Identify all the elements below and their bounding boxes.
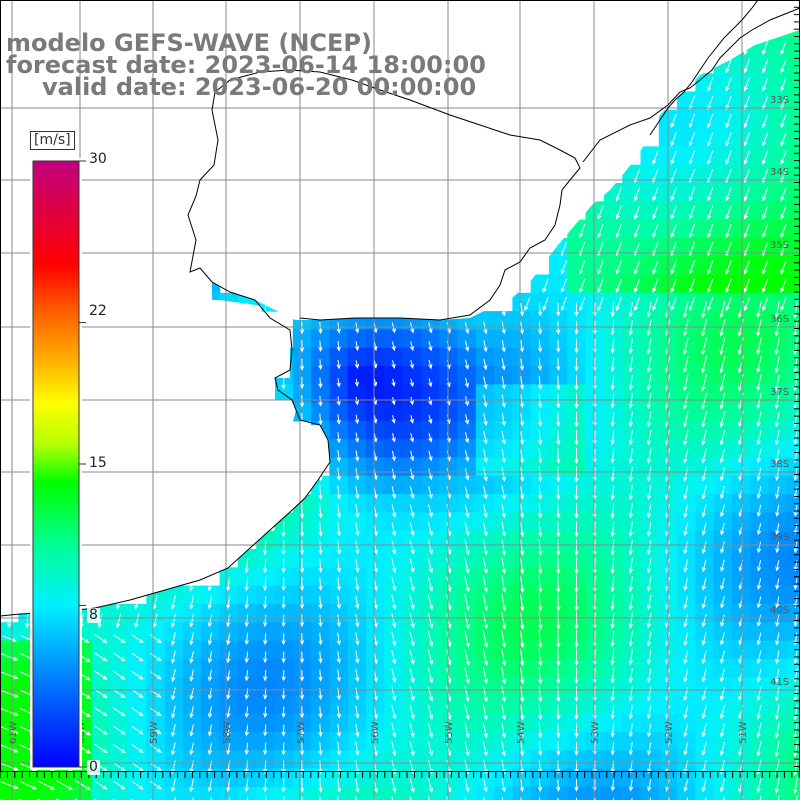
- lon-label: 54W: [516, 721, 527, 744]
- speed-cell: [787, 183, 800, 202]
- lon-label: 51W: [738, 721, 749, 744]
- lat-label: 36S: [770, 314, 789, 325]
- lat-label: 39S: [770, 532, 789, 543]
- speed-cell: [787, 549, 800, 568]
- valid-date: valid date: 2023-06-20 00:00:00: [42, 75, 476, 99]
- lon-label: 52W: [664, 721, 675, 744]
- speed-cell: [146, 787, 165, 800]
- lon-label: 61W: [8, 721, 19, 744]
- speed-cell: [439, 787, 458, 800]
- lon-label: 55W: [444, 721, 455, 744]
- lat-label: 41S: [770, 677, 789, 688]
- speed-cell: [787, 787, 800, 800]
- speed-cell: [787, 293, 800, 312]
- speed-cell: [110, 787, 129, 800]
- speed-cell: [787, 439, 800, 458]
- speed-cell: [787, 476, 800, 495]
- speed-cell: [787, 622, 800, 641]
- lon-label: 56W: [370, 721, 381, 744]
- speed-cell: [787, 732, 800, 751]
- speed-cell: [787, 146, 800, 165]
- lon-label: 53W: [590, 721, 601, 744]
- speed-cell: [787, 256, 800, 275]
- colorbar-tick-8: 8: [87, 608, 100, 623]
- speed-cell: [787, 512, 800, 531]
- lon-label: 58W: [222, 721, 233, 744]
- wind-arrow: [502, 303, 505, 315]
- lat-label: 38S: [770, 459, 789, 470]
- speed-cell: [403, 787, 422, 800]
- colorbar-gradient: [33, 161, 79, 767]
- speed-cell: [384, 787, 403, 800]
- speed-cell: [787, 586, 800, 605]
- speed-cell: [421, 787, 440, 800]
- speed-cell: [787, 110, 800, 129]
- speed-cell: [750, 787, 769, 800]
- lat-label: 34S: [770, 167, 789, 178]
- colorbar: [30, 158, 86, 770]
- colorbar-tick-0: 0: [87, 760, 100, 775]
- colorbar-unit: [m/s]: [30, 131, 75, 150]
- lat-label: 35S: [770, 240, 789, 251]
- speed-cell: [787, 695, 800, 714]
- speed-cell: [476, 787, 495, 800]
- colorbar-tick-22: 22: [87, 304, 109, 319]
- speed-cell: [787, 659, 800, 678]
- speed-cell: [769, 787, 788, 800]
- lat-label: 40S: [770, 605, 789, 616]
- lat-label: 37S: [770, 387, 789, 398]
- lat-label: 33S: [770, 95, 789, 106]
- speed-cell: [128, 787, 147, 800]
- speed-cell: [92, 787, 111, 800]
- colorbar-tick-30: 30: [87, 152, 109, 167]
- lon-label: 59W: [149, 721, 160, 744]
- speed-cell: [787, 403, 800, 422]
- speed-cell: [787, 55, 800, 74]
- lon-label: 57W: [296, 721, 307, 744]
- speed-cell: [458, 787, 477, 800]
- speed-cell: [787, 73, 800, 92]
- wind-arrow: [653, 132, 658, 145]
- colorbar-tick-15: 15: [87, 456, 109, 471]
- speed-cell: [787, 220, 800, 239]
- speed-cell: [787, 37, 800, 56]
